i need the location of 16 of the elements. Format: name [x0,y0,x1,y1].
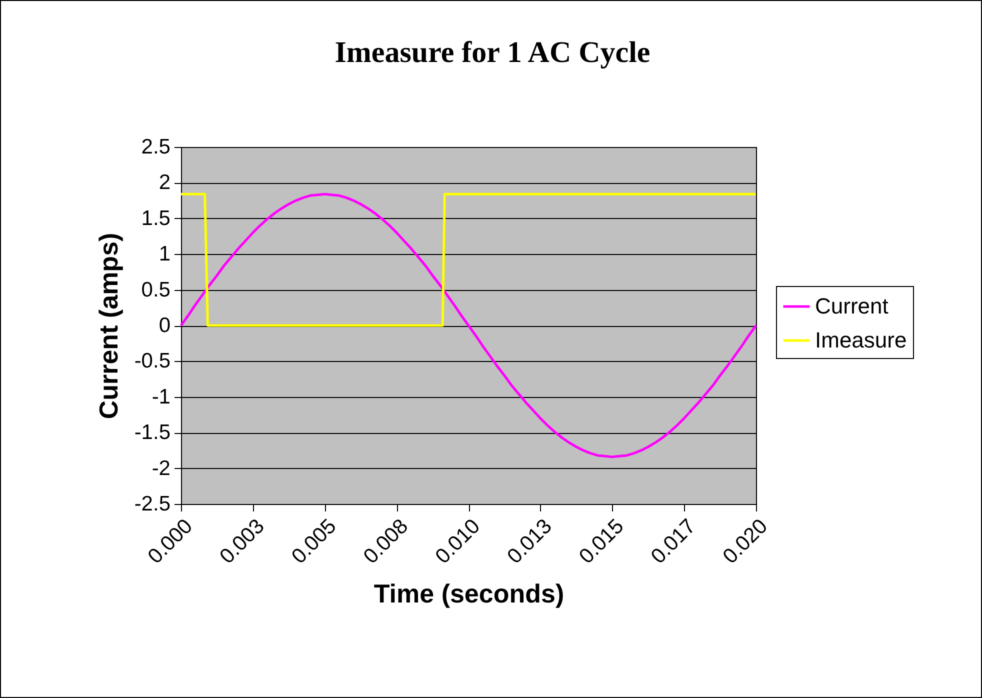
y-axis-title: Current (amps) [93,232,124,420]
chart-title: Imeasure for 1 AC Cycle [334,36,650,69]
y-tick-label: 0 [158,314,170,337]
y-tick-label: 2.5 [141,136,170,158]
y-tick-label: -2.5 [134,492,170,516]
y-tick-label: 2 [158,171,170,194]
y-tick-label: 1 [158,242,170,266]
y-tick-label: 0.5 [141,278,170,302]
legend-label: Current [815,294,888,318]
y-tick-label: -2 [152,456,170,480]
x-axis-title: Time (seconds) [374,578,564,609]
y-tick-label: 1.5 [141,206,170,230]
y-tick-label: -0.5 [134,350,170,373]
y-tick-label: -1.5 [134,421,170,444]
legend-label: Imeasure [815,328,907,352]
y-tick-label: -1 [152,385,170,408]
